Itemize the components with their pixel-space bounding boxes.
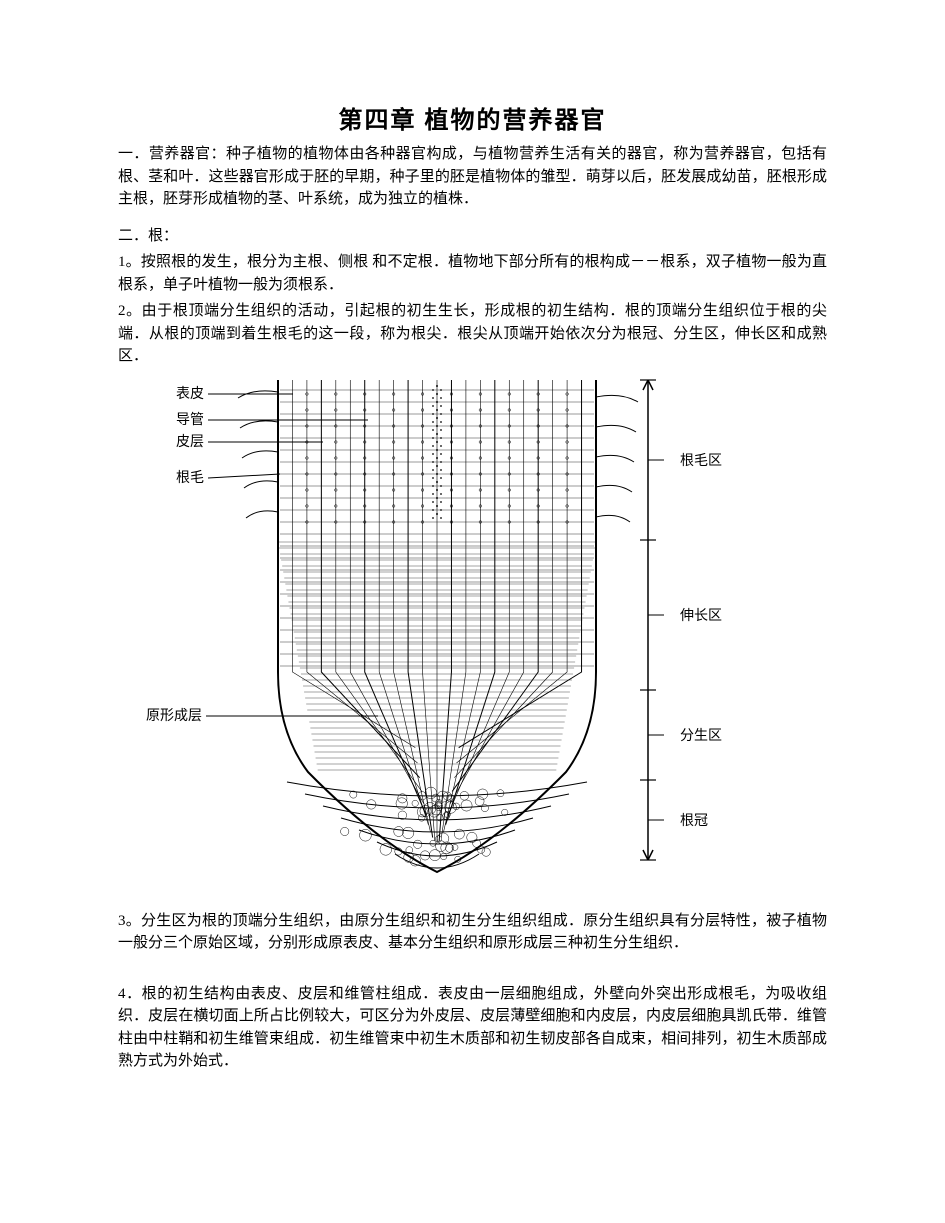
- paragraph-1: 一．营养器官：种子植物的植物体由各种器官构成，与植物营养生活有关的器官，称为营养…: [118, 143, 827, 211]
- svg-text:伸长区: 伸长区: [680, 608, 722, 624]
- svg-text:根毛: 根毛: [176, 470, 204, 486]
- paragraph-2a: 二．根：: [118, 225, 827, 248]
- svg-text:根毛区: 根毛区: [680, 453, 722, 469]
- svg-text:原形成层: 原形成层: [146, 708, 202, 724]
- paragraph-2c: 2。由于根顶端分生组织的活动，引起根的初生生长，形成根的初生结构．根的顶端分生组…: [118, 300, 827, 368]
- svg-text:分生区: 分生区: [680, 728, 722, 744]
- svg-text:皮层: 皮层: [176, 434, 204, 450]
- svg-text:根冠: 根冠: [680, 813, 708, 829]
- paragraph-4: 4．根的初生结构由表皮、皮层和维管柱组成．表皮由一层细胞组成，外壁向外突出形成根…: [118, 983, 827, 1073]
- spacer: [118, 215, 827, 225]
- root-tip-diagram: 表皮导管皮层根毛原形成层 根毛区伸长区分生区根冠: [118, 372, 827, 882]
- paragraph-3: 3。分生区为根的顶端分生组织，由原分生组织和初生分生组织组成．原分生组织具有分层…: [118, 910, 827, 955]
- root-tip-svg: 表皮导管皮层根毛原形成层 根毛区伸长区分生区根冠: [128, 372, 818, 882]
- paragraph-2b: 1。按照根的发生，根分为主根、侧根 和不定根．植物地下部分所有的根构成－－根系，…: [118, 251, 827, 296]
- svg-text:表皮: 表皮: [176, 386, 204, 402]
- spacer: [118, 886, 827, 910]
- spacer: [118, 959, 827, 983]
- chapter-title: 第四章 植物的营养器官: [118, 100, 827, 135]
- svg-text:导管: 导管: [176, 412, 204, 428]
